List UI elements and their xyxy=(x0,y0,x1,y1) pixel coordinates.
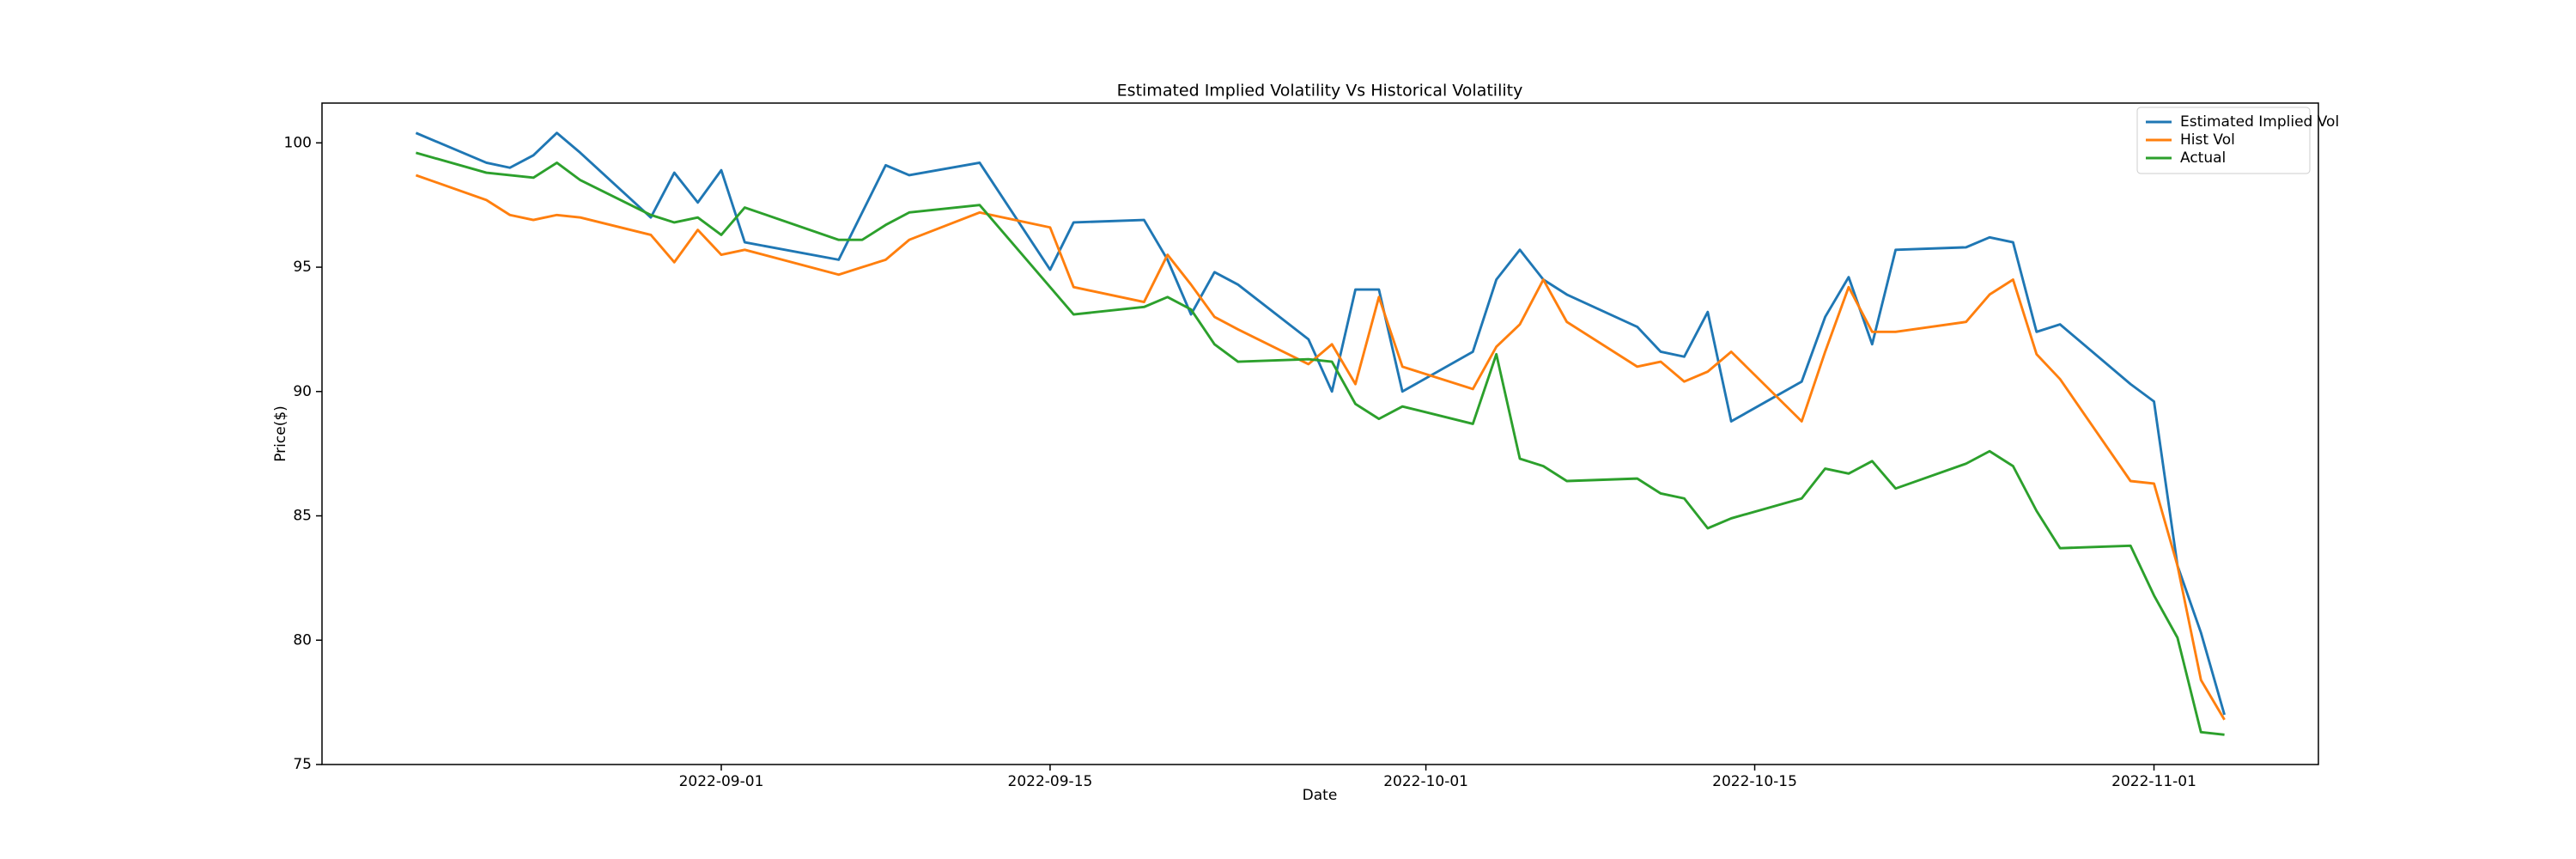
data-line xyxy=(415,174,2226,721)
data-line xyxy=(416,151,2225,736)
chart-title: Estimated Implied Volatility Vs Historic… xyxy=(1117,82,1523,101)
y-tick-label: 85 xyxy=(293,508,312,525)
x-tick-label: 2022-11-01 xyxy=(2111,773,2196,790)
y-axis-label: Price($) xyxy=(272,405,289,462)
x-tick-label: 2022-09-15 xyxy=(1008,773,1093,790)
x-tick-label: 2022-10-01 xyxy=(1383,773,1468,790)
legend-label: Hist Vol xyxy=(2180,131,2235,149)
y-tick-label: 95 xyxy=(293,259,312,276)
legend-box xyxy=(2136,107,2311,174)
y-tick-label: 80 xyxy=(293,631,312,649)
x-tick-label: 2022-09-01 xyxy=(679,773,764,790)
x-axis-label: Date xyxy=(1303,787,1338,804)
y-tick-label: 90 xyxy=(293,383,312,400)
legend-label: Estimated Implied Vol xyxy=(2180,113,2339,131)
y-tick-label: 100 xyxy=(284,134,312,151)
data-line xyxy=(415,131,2226,716)
x-tick-label: 2022-10-15 xyxy=(1712,773,1797,790)
legend-label: Actual xyxy=(2180,149,2226,167)
plot-frame xyxy=(321,102,2319,765)
y-tick-label: 75 xyxy=(293,756,312,773)
